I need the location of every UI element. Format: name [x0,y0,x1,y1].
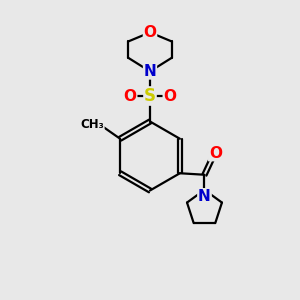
Text: O: O [209,146,222,161]
Text: N: N [144,64,156,79]
Text: O: O [124,88,137,104]
Text: N: N [198,189,211,204]
Text: S: S [144,87,156,105]
Text: CH₃: CH₃ [81,118,104,131]
Text: N: N [198,189,211,204]
Text: O: O [143,25,157,40]
Text: O: O [163,88,176,104]
